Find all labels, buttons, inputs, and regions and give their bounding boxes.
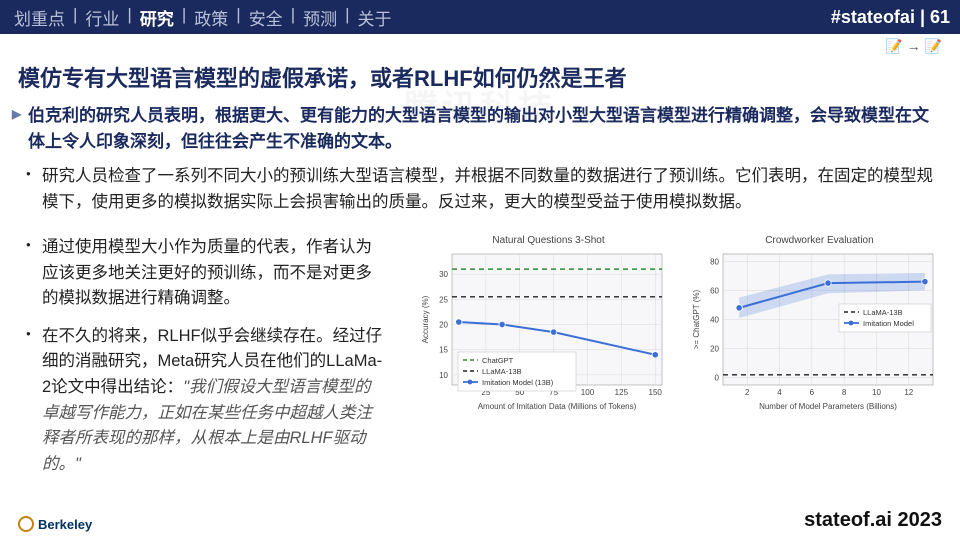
nav-sep: | xyxy=(178,5,190,30)
nav-sep: | xyxy=(232,5,244,30)
chart1-title: Natural Questions 3-Shot xyxy=(418,235,679,246)
svg-text:Imitation Model (13B): Imitation Model (13B) xyxy=(482,378,554,387)
bullet-3: 在不久的将来，RLHF似乎会继续存在。经过仔细的消融研究，Meta研究人员在他们… xyxy=(0,324,410,489)
svg-text:Imitation Model: Imitation Model xyxy=(863,319,914,328)
svg-text:4: 4 xyxy=(777,388,782,397)
svg-text:12: 12 xyxy=(904,388,913,397)
nav-sep: | xyxy=(341,5,353,30)
bullet-1: 研究人员检查了一系列不同大小的预训练大型语言模型，并根据不同数量的数据进行了预训… xyxy=(0,164,960,227)
svg-text:8: 8 xyxy=(842,388,847,397)
berkeley-seal-icon xyxy=(18,516,34,532)
svg-text:Amount of Imitation Data (Mill: Amount of Imitation Data (Millions of To… xyxy=(478,402,637,411)
nav-item-0[interactable]: 划重点 xyxy=(10,5,69,30)
svg-text:0: 0 xyxy=(715,374,720,383)
svg-text:LLaMA-13B: LLaMA-13B xyxy=(482,367,522,376)
nav-item-2[interactable]: 研究 xyxy=(136,5,178,30)
nav-sep: | xyxy=(69,5,81,30)
edit-icons-row: 📝 → 📝 xyxy=(0,34,960,55)
svg-text:30: 30 xyxy=(439,270,448,279)
svg-text:ChatGPT: ChatGPT xyxy=(482,356,514,365)
svg-text:2: 2 xyxy=(745,388,750,397)
svg-text:Number of Model Parameters (Bi: Number of Model Parameters (Billions) xyxy=(759,402,897,411)
nav-item-4[interactable]: 安全 xyxy=(245,5,287,30)
slide-title: 模仿专有大型语言模型的虚假承诺，或者RLHF如何仍然是王者 xyxy=(0,55,960,103)
svg-text:60: 60 xyxy=(710,287,719,296)
berkeley-text: Berkeley xyxy=(38,517,92,532)
top-nav-bar: 划重点|行业|研究|政策|安全|预测|关于 #stateofai | 61 xyxy=(0,0,960,34)
berkeley-logo: Berkeley xyxy=(18,516,92,532)
chart-crowdworker: Crowdworker Evaluation 0 20 40 60 80 2 4 6 8 10 12… xyxy=(689,235,950,415)
nav-tabs: 划重点|行业|研究|政策|安全|预测|关于 xyxy=(10,5,396,30)
nav-item-5[interactable]: 预测 xyxy=(299,5,341,30)
svg-text:100: 100 xyxy=(581,388,595,397)
svg-text:>= ChatGPT (%): >= ChatGPT (%) xyxy=(692,290,701,350)
svg-text:LLaMA-13B: LLaMA-13B xyxy=(863,308,903,317)
svg-text:25: 25 xyxy=(439,295,448,304)
nav-sep: | xyxy=(287,5,299,30)
stateofai-footer: stateof.ai 2023 xyxy=(804,509,942,532)
svg-text:40: 40 xyxy=(710,316,719,325)
slide-tag: #stateofai | 61 xyxy=(831,7,950,28)
lead-paragraph: 伯克利的研究人员表明，根据更大、更有能力的大型语言模型的输出对小型大型语言模型进… xyxy=(0,103,960,164)
svg-text:20: 20 xyxy=(439,321,448,330)
svg-text:125: 125 xyxy=(615,388,629,397)
nav-item-6[interactable]: 关于 xyxy=(354,5,396,30)
chart-natural-questions: Natural Questions 3-Shot 101520253025507… xyxy=(418,235,679,415)
svg-text:15: 15 xyxy=(439,346,448,355)
svg-text:6: 6 xyxy=(810,388,815,397)
nav-item-1[interactable]: 行业 xyxy=(81,5,123,30)
chart2-title: Crowdworker Evaluation xyxy=(689,235,950,246)
bullet-2: 通过使用模型大小作为质量的代表，作者认为应该更多地关注更好的预训练，而不是对更多… xyxy=(0,235,410,324)
svg-text:150: 150 xyxy=(649,388,663,397)
svg-text:20: 20 xyxy=(710,345,719,354)
svg-text:10: 10 xyxy=(872,388,881,397)
nav-item-3[interactable]: 政策 xyxy=(190,5,232,30)
svg-text:80: 80 xyxy=(710,257,719,266)
svg-text:10: 10 xyxy=(439,371,448,380)
nav-sep: | xyxy=(123,5,135,30)
svg-text:Accuracy (%): Accuracy (%) xyxy=(421,296,430,344)
